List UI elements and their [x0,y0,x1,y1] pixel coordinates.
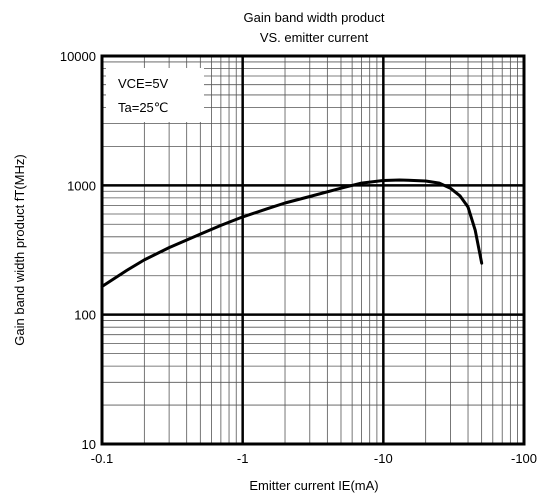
grid-lines [102,56,524,444]
series-line [100,178,484,288]
x-tick-labels: -0.1 -1 -10 -100 [91,451,537,466]
x-tick-label: -0.1 [91,451,113,466]
x-tick-label: -10 [374,451,393,466]
condition-vce: VCE=5V [118,76,169,91]
x-tick-label: -1 [237,451,249,466]
y-tick-label: 100 [74,308,96,323]
plot-frame [100,54,526,446]
x-tick-label: -100 [511,451,537,466]
x-axis-label: Emitter current IE(mA) [249,478,378,493]
condition-box [106,68,204,122]
y-tick-label: 10 [82,437,96,452]
y-tick-label: 1000 [67,178,96,193]
y-tick-labels: 10 100 1000 10000 [60,49,96,452]
condition-ta: Ta=25℃ [118,100,168,115]
chart-subtitle: VS. emitter current [260,30,369,45]
y-tick-label: 10000 [60,49,96,64]
y-axis-label: Gain band width product fT(MHz) [12,154,27,345]
chart-title: Gain band width product [244,10,385,25]
